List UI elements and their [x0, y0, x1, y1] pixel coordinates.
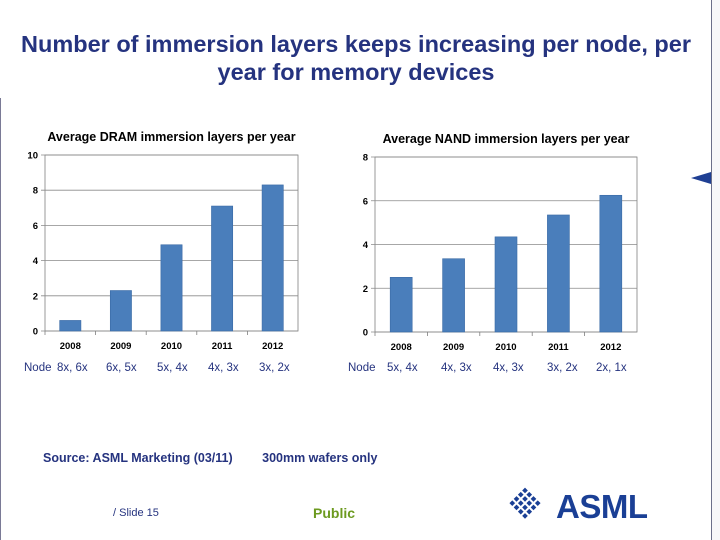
slide-marker-arrow-icon [691, 172, 711, 184]
nand-x-tick-label: 2010 [495, 342, 516, 353]
nand-bar [389, 277, 413, 333]
nand-y-tick-label: 2 [363, 284, 368, 295]
source-text: Source: ASML Marketing (03/11) [43, 451, 233, 465]
nand-y-tick-label: 0 [363, 328, 368, 339]
nand-chart: Average NAND immersion layers per year 0 2… [340, 126, 660, 361]
asml-diamond-logo-icon [509, 487, 541, 519]
asml-logo-text: ASML [556, 488, 648, 525]
nand-bar [494, 236, 518, 333]
slide-title-line-2: year for memory devices [217, 59, 495, 85]
dram-x-tick-label: 2008 [60, 341, 81, 352]
nand-node-value: 4x, 3x [493, 362, 524, 374]
nand-chart-svg: Average NAND immersion layers per year 0 2… [363, 132, 638, 353]
nand-chart-title: Average NAND immersion layers per year [383, 132, 630, 146]
nand-node-value: 5x, 4x [387, 362, 418, 374]
dram-chart: Average DRAM immersion layers per year 0 2… [20, 126, 320, 361]
slide-title: Number of immersion layers keeps increas… [20, 30, 692, 86]
nand-x-tick-label: 2009 [443, 342, 464, 353]
nand-y-tick-label: 6 [363, 196, 368, 207]
nand-bar [599, 194, 623, 333]
source-line: Source: ASML Marketing (03/11) 300mm waf… [43, 451, 403, 465]
dram-node-value: 6x, 5x [106, 362, 137, 374]
nand-node-value: 2x, 1x [596, 362, 627, 374]
classification-label: Public [313, 505, 356, 521]
dram-x-tick-label: 2009 [110, 341, 131, 352]
dram-node-value: 4x, 3x [208, 362, 239, 374]
nand-x-tick-label: 2008 [391, 342, 412, 353]
dram-chart-svg: Average DRAM immersion layers per year 0 2… [27, 130, 299, 352]
dram-chart-title: Average DRAM immersion layers per year [47, 130, 295, 144]
nand-node-value: 3x, 2x [547, 362, 578, 374]
dram-x-tick-label: 2010 [161, 341, 182, 352]
nand-node-value: 4x, 3x [441, 362, 472, 374]
dram-y-tick-label: 10 [27, 151, 38, 162]
dram-bar [211, 205, 234, 332]
dram-bar [59, 320, 82, 332]
asml-logo: ASML [500, 486, 660, 526]
dram-node-value: 5x, 4x [157, 362, 188, 374]
nand-node-label: Node [348, 362, 376, 374]
nand-y-tick-label: 4 [363, 240, 369, 251]
slide-right-frame [711, 0, 720, 540]
nand-x-tick-label: 2012 [600, 342, 621, 353]
slide-number: / Slide 15 [113, 507, 159, 519]
slide-left-rule [0, 98, 1, 540]
dram-node-value: 8x, 6x [57, 362, 88, 374]
nand-x-tick-label: 2011 [548, 342, 569, 353]
dram-y-tick-label: 4 [33, 256, 39, 267]
nand-bar [442, 258, 465, 333]
dram-y-tick-label: 8 [33, 186, 38, 197]
slide-title-line-1: Number of immersion layers keeps increas… [21, 31, 691, 57]
dram-x-tick-label: 2011 [212, 341, 233, 352]
dram-y-tick-label: 0 [33, 327, 38, 338]
dram-y-tick-label: 2 [33, 291, 38, 302]
dram-bar [261, 184, 284, 332]
nand-y-tick-label: 8 [363, 153, 368, 164]
dram-node-label: Node [24, 362, 52, 374]
dram-bar [109, 290, 132, 332]
dram-node-value: 3x, 2x [259, 362, 290, 374]
dram-bar [160, 244, 183, 332]
wafers-note: 300mm wafers only [262, 451, 378, 465]
dram-x-tick-label: 2012 [262, 341, 283, 352]
dram-y-tick-label: 6 [33, 221, 38, 232]
nand-bar [547, 214, 570, 333]
